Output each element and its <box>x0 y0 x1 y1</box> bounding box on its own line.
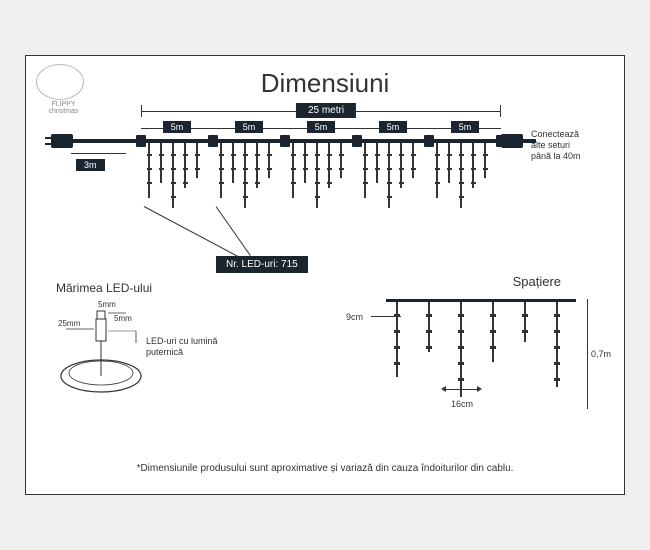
icicle-strand <box>268 143 270 178</box>
icicle-strand <box>172 143 174 208</box>
icicle-strand <box>148 143 150 198</box>
spacing-icicle-strand <box>460 302 462 397</box>
icicle-strand <box>484 143 486 178</box>
logo-text-1: FLIPPY <box>51 101 75 108</box>
spacing-icicle-strand <box>428 302 430 352</box>
section-labels-row: 5m 5m 5m 5m 5m <box>141 121 501 133</box>
connector-icon <box>424 135 434 147</box>
height-indicator-line <box>587 299 588 409</box>
spacing-diagram: Spațiere 9cm 16cm 0,7m <box>346 274 606 434</box>
spacing-icicle-strand <box>396 302 398 377</box>
spacing-icicle-strand <box>524 302 526 342</box>
section-width-label: 5m <box>163 121 192 133</box>
icicle-strand <box>304 143 306 183</box>
icicle-strand <box>184 143 186 188</box>
diagram-frame: FLIPPYchristmas Dimensiuni 25 metri 5m5m… <box>25 55 625 495</box>
brand-logo: FLIPPYchristmas <box>36 64 91 104</box>
spacing-icicle-strand <box>556 302 558 387</box>
icicle-strand <box>196 143 198 178</box>
icicle-strand <box>292 143 294 198</box>
section-width-label: 5m <box>379 121 408 133</box>
led-depth-label: 25mm <box>58 319 81 328</box>
horizontal-gap-label: 9cm <box>346 312 363 322</box>
icicle-strand <box>160 143 162 183</box>
page-title: Dimensiuni <box>261 68 390 99</box>
main-cable <box>56 139 536 143</box>
icicle-strand <box>412 143 414 178</box>
section-width-label: 5m <box>307 121 336 133</box>
led-size-title: Mărimea LED-ului <box>56 281 236 295</box>
icicle-strand <box>460 143 462 208</box>
icicle-strand <box>400 143 402 188</box>
spacing-title: Spațiere <box>513 274 561 289</box>
connector-icon <box>280 135 290 147</box>
led-count-label: Nr. LED-uri: 715 <box>216 256 308 273</box>
icicle-strand <box>472 143 474 188</box>
icicle-strand <box>328 143 330 188</box>
connector-icon <box>496 135 506 147</box>
spacing-cable <box>386 299 576 302</box>
connector-icon <box>208 135 218 147</box>
main-dimensions-diagram: 25 metri 5m5m5m5m5m 3m Conecteazăalte se… <box>56 111 596 261</box>
icicle-strand <box>376 143 378 183</box>
icicle-strand <box>364 143 366 198</box>
spacing-icicle-strand <box>492 302 494 362</box>
section-width-label: 5m <box>235 121 264 133</box>
icicle-strand <box>256 143 258 188</box>
icicle-strand <box>220 143 222 198</box>
icicle-strand <box>340 143 342 178</box>
icicle-strand <box>316 143 318 208</box>
icicle-strand <box>448 143 450 183</box>
icicle-strand <box>388 143 390 208</box>
lead-length-label: 3m <box>76 159 105 171</box>
led-width-label: 5mm <box>114 314 132 323</box>
led-description: LED-uri cu luminăputernică <box>146 336 218 358</box>
section-width-label: 5m <box>451 121 480 133</box>
icicle-strand <box>232 143 234 183</box>
led-size-diagram: Mărimea LED-ului 25mm 5mm 5mm LED-uri cu… <box>56 281 236 411</box>
drop-gap-label: 16cm <box>451 399 473 409</box>
icicle-strand <box>436 143 438 198</box>
led-height-label: 5mm <box>98 301 116 309</box>
drop-height-label: 0,7m <box>591 349 611 359</box>
connector-icon <box>136 135 146 147</box>
footnote-text: *Dimensiunile produsului sunt aproximati… <box>137 463 514 474</box>
connector-icon <box>352 135 362 147</box>
lead-arrow <box>71 153 126 154</box>
total-width-label: 25 metri <box>296 103 356 118</box>
connect-instructions: Conecteazăalte seturipână la 40m <box>531 129 581 161</box>
icicle-strand <box>244 143 246 208</box>
